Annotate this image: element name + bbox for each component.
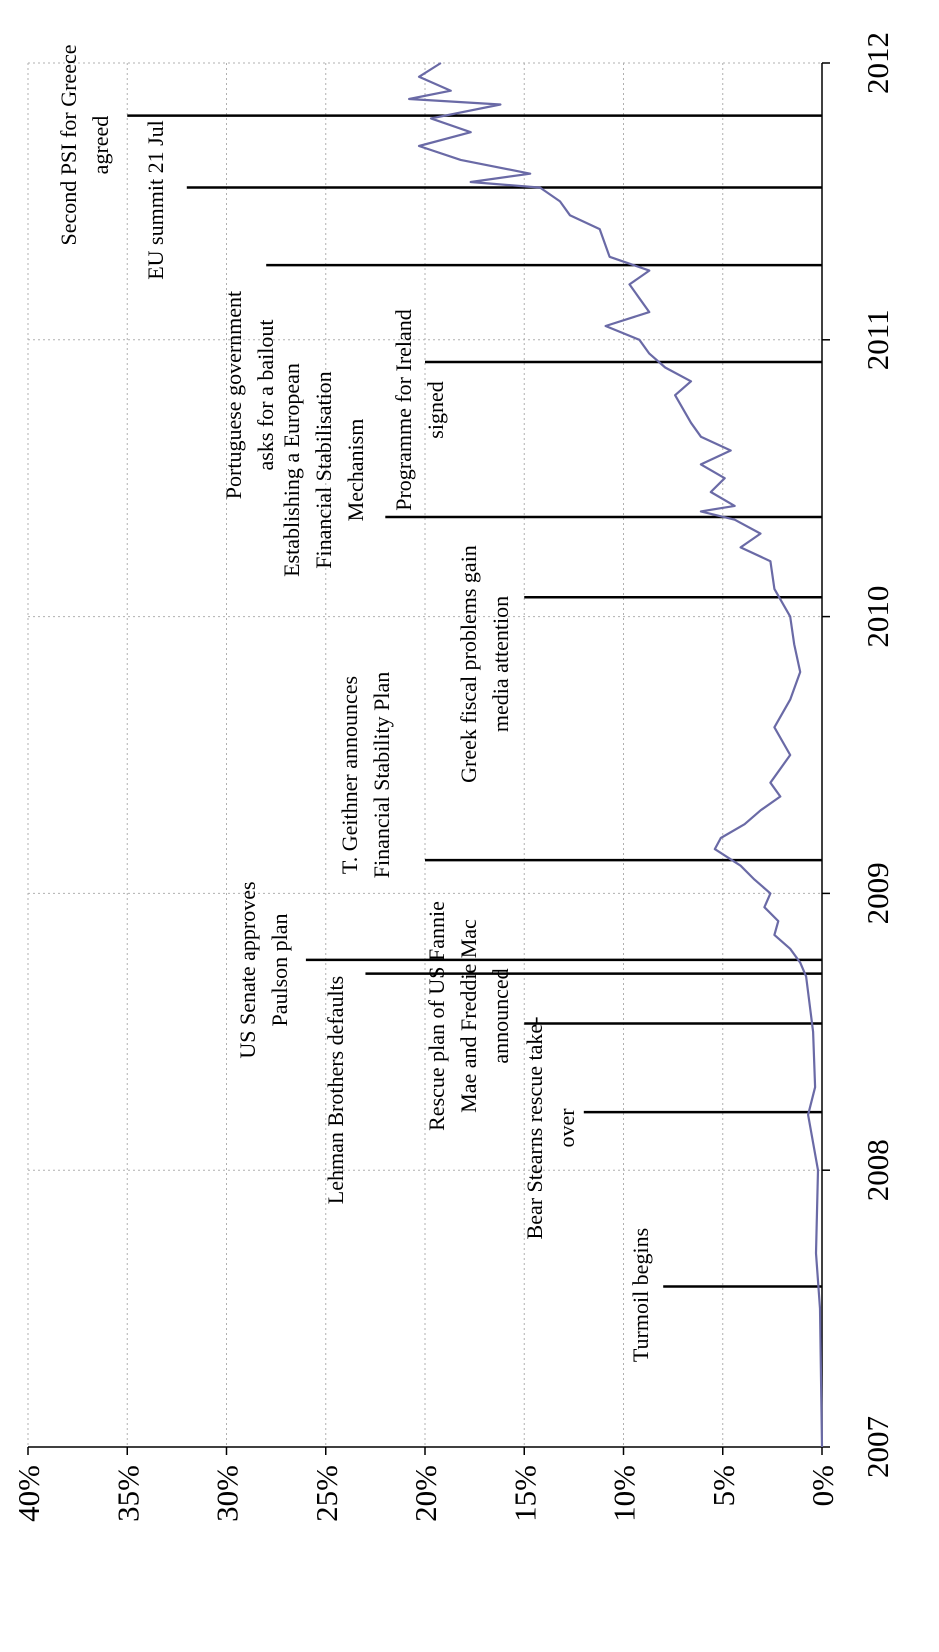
- y-tick-label: 5%: [706, 1465, 741, 1506]
- annotation-label: EU summit 21 Jul: [143, 120, 168, 280]
- y-tick-label: 40%: [11, 1465, 46, 1522]
- annotation-label: US Senate approves: [235, 881, 260, 1058]
- y-tick-label: 30%: [210, 1465, 245, 1522]
- annotation-label: T. Geithner announces: [337, 676, 362, 874]
- x-tick-label: 2008: [860, 1139, 895, 1201]
- annotation-label: Lehman Brothers defaults: [323, 976, 348, 1205]
- x-tick-label: 2007: [860, 1416, 895, 1478]
- x-tick-label: 2011: [860, 309, 895, 370]
- x-tick-label: 2010: [860, 586, 895, 648]
- series-line: [408, 62, 824, 1448]
- y-tick-label: 20%: [408, 1465, 443, 1522]
- annotation-label: Portuguese government: [221, 291, 246, 499]
- annotation-label: signed: [423, 381, 448, 438]
- y-tick-label: 35%: [110, 1465, 145, 1522]
- y-tick-label: 25%: [309, 1465, 344, 1522]
- annotation-label: Mechanism: [343, 419, 368, 522]
- annotation-label: Mae and Freddie Mac: [456, 919, 481, 1113]
- annotation-label: Rescue plan of US Fannie: [424, 901, 449, 1131]
- annotation-label: asks for a bailout: [253, 320, 278, 471]
- annotation-label: Greek fiscal problems gain: [456, 545, 481, 783]
- annotation-label: Turmoil begins: [628, 1228, 653, 1362]
- x-tick-label: 2009: [860, 862, 895, 924]
- annotation-label: Financial Stabilisation: [311, 371, 336, 568]
- annotation-label: Bear Stearns rescue take-: [522, 1017, 547, 1240]
- x-tick-label: 2012: [860, 32, 895, 94]
- annotation-label: Second PSI for Greece: [56, 45, 81, 246]
- y-tick-label: 10%: [607, 1465, 642, 1522]
- annotation-label: Establishing a European: [279, 363, 304, 577]
- annotation-label: announced: [488, 968, 513, 1063]
- annotation-label: Programme for Ireland: [391, 309, 416, 511]
- annotation-label: media attention: [488, 596, 513, 732]
- y-tick-label: 15%: [507, 1465, 542, 1522]
- annotation-label: Financial Stability Plan: [369, 672, 394, 879]
- y-tick-label: 0%: [805, 1465, 840, 1506]
- annotation-label: Paulson plan: [267, 913, 292, 1026]
- annotation-label: agreed: [88, 116, 113, 175]
- annotation-label: over: [554, 1108, 579, 1148]
